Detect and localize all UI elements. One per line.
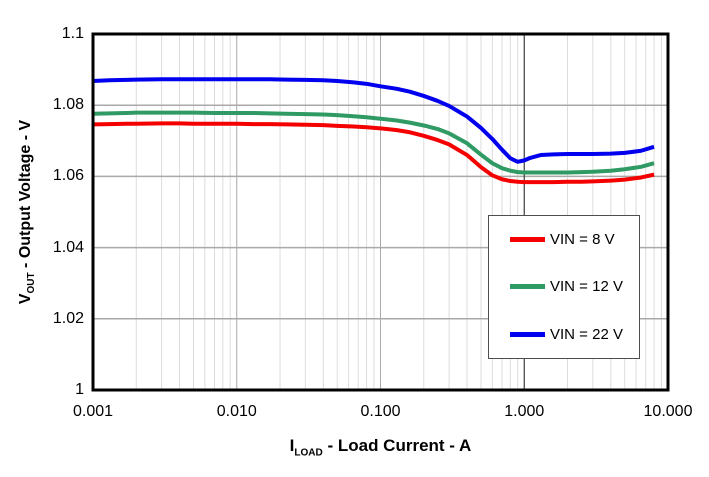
legend-label: VIN = 22 V <box>550 325 623 343</box>
y-tick-label: 1.02 <box>52 309 84 327</box>
series-line-vin-12-v <box>92 110 655 175</box>
x-axis-title: ILOAD - Load Current - A <box>93 436 668 458</box>
legend-swatch-vin-8v <box>510 237 545 243</box>
legend-entry: VIN = 12 V <box>489 277 639 297</box>
y-tick-label: 1.08 <box>52 96 84 114</box>
y-tick-label: 1.1 <box>61 25 84 42</box>
legend: VIN = 8 V VIN = 12 V VIN = 22 V <box>488 215 640 359</box>
x-tick-label: 0.100 <box>360 403 401 420</box>
x-tick-label: 0.001 <box>72 403 114 420</box>
y-tick-label: 1.04 <box>52 238 84 256</box>
x-tick-label: 1.000 <box>504 403 545 420</box>
x-axis-title-text: - Load Current - A <box>322 436 472 455</box>
x-axis-symbol-subscript: LOAD <box>294 447 323 459</box>
legend-label: VIN = 12 V <box>550 278 623 296</box>
legend-entry: VIN = 8 V <box>489 230 639 250</box>
legend-label: VIN = 8 V <box>550 231 615 249</box>
series-line-vin-8-v <box>92 121 655 185</box>
x-tick-label: 0.010 <box>216 403 257 420</box>
y-axis-symbol-subscript: OUT <box>26 272 38 294</box>
y-tick-label: 1 <box>75 381 84 398</box>
legend-entry: VIN = 22 V <box>489 324 639 344</box>
y-axis-title: VOUT - Output Voltage - V <box>17 120 37 304</box>
y-axis-symbol: V <box>16 293 34 305</box>
series-line-vin-22-v <box>92 77 655 164</box>
x-tick-label: 10.000 <box>643 403 693 420</box>
x-axis-symbol: I <box>289 436 295 455</box>
y-tick-label: 1.06 <box>52 167 84 185</box>
legend-swatch-vin-22v <box>510 331 545 337</box>
legend-swatch-vin-12v <box>510 284 545 290</box>
